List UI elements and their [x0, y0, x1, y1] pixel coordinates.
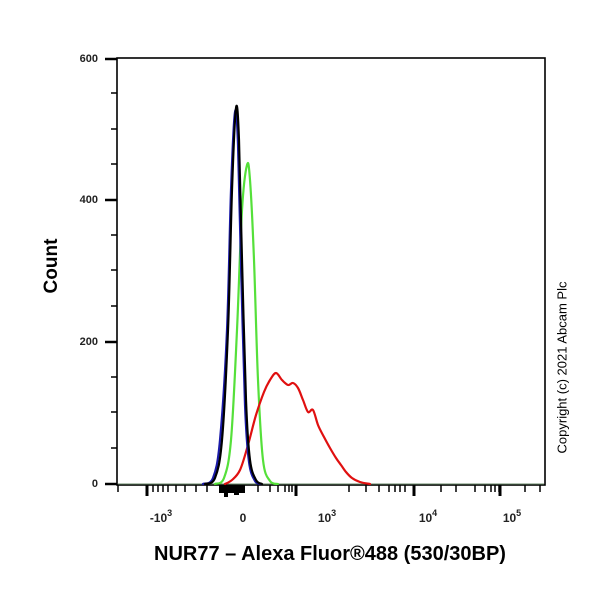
x-axis-label: NUR77 – Alexa Fluor®488 (530/30BP): [154, 543, 506, 565]
y-tick-label-200: 200: [79, 336, 98, 348]
y-tick-label-0: 0: [91, 478, 98, 490]
x-tick-exp: 3: [167, 508, 173, 518]
x-tick-base: 10: [418, 511, 433, 525]
series-black-trace: [203, 104, 264, 486]
x-tick-exp: 5: [516, 508, 522, 518]
x-tick-label-1e3: 103: [302, 508, 352, 525]
histogram-series: [201, 104, 372, 486]
y-tick-label-600: 600: [79, 53, 98, 65]
plot-frame: [116, 57, 546, 486]
x-tick-exp: 3: [331, 508, 337, 518]
x-tick-exp: 4: [432, 508, 438, 518]
y-tick-label-400: 400: [79, 194, 98, 206]
y-axis-label: Count: [41, 238, 62, 294]
x-tick-base: 0: [239, 511, 247, 525]
series-green-trace: [213, 161, 280, 486]
x-tick-label-1e5: 105: [487, 508, 537, 525]
x-tick-base: 10: [502, 511, 517, 525]
x-tick-label-neg1e3: -103: [136, 508, 186, 525]
series-red-trace: [223, 371, 372, 486]
x-tick-base: -10: [149, 511, 168, 525]
copyright-notice: Copyright (c) 2021 Abcam Plc: [554, 281, 570, 454]
x-tick-label-0: 0: [218, 511, 268, 525]
x-axis-ticks: [117, 485, 541, 497]
y-axis-ticks: [105, 57, 117, 486]
x-tick-label-1e4: 104: [403, 508, 453, 525]
x-tick-base: 10: [317, 511, 332, 525]
